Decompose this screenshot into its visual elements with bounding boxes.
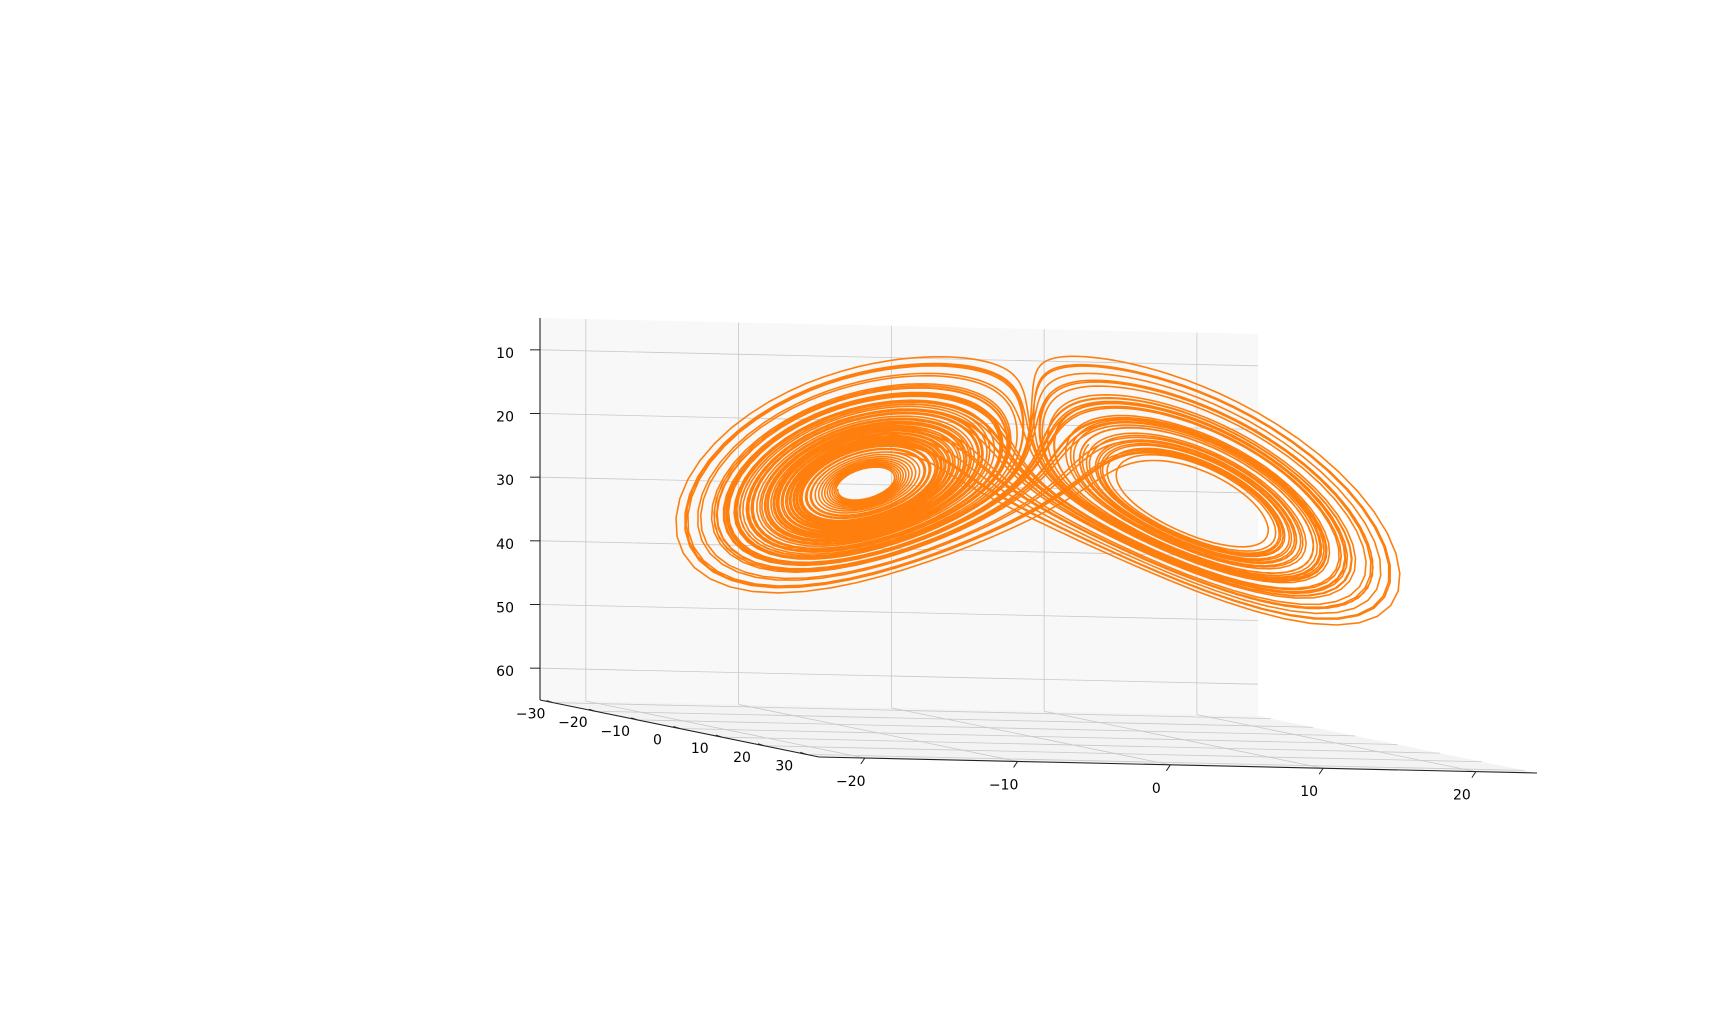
x-tick-label: 10 xyxy=(1300,784,1318,800)
y-tick-label: −10 xyxy=(600,724,630,740)
x-tick xyxy=(1166,765,1170,771)
z-tick-label: 30 xyxy=(496,473,514,489)
y-tick-label: 30 xyxy=(775,758,793,774)
z-tick-label: 10 xyxy=(496,346,514,362)
x-tick-label: −10 xyxy=(989,777,1019,793)
z-tick-label: 60 xyxy=(496,664,514,680)
x-tick-label: 20 xyxy=(1453,788,1471,804)
y-tick-label: 10 xyxy=(691,741,709,757)
x-tick xyxy=(1472,772,1476,778)
y-tick-label: −20 xyxy=(558,715,588,731)
y-tick-label: 20 xyxy=(733,750,751,766)
z-tick-label: 40 xyxy=(496,537,514,553)
x-tick xyxy=(1014,761,1018,767)
x-tick-label: 0 xyxy=(1152,781,1161,797)
y-tick-label: 0 xyxy=(653,733,662,749)
x-tick-label: −20 xyxy=(836,774,866,790)
y-tick-label: −30 xyxy=(516,707,546,723)
z-tick-label: 50 xyxy=(496,601,514,617)
z-tick-label: 20 xyxy=(496,410,514,426)
x-tick xyxy=(861,758,865,764)
x-tick xyxy=(1319,768,1323,774)
